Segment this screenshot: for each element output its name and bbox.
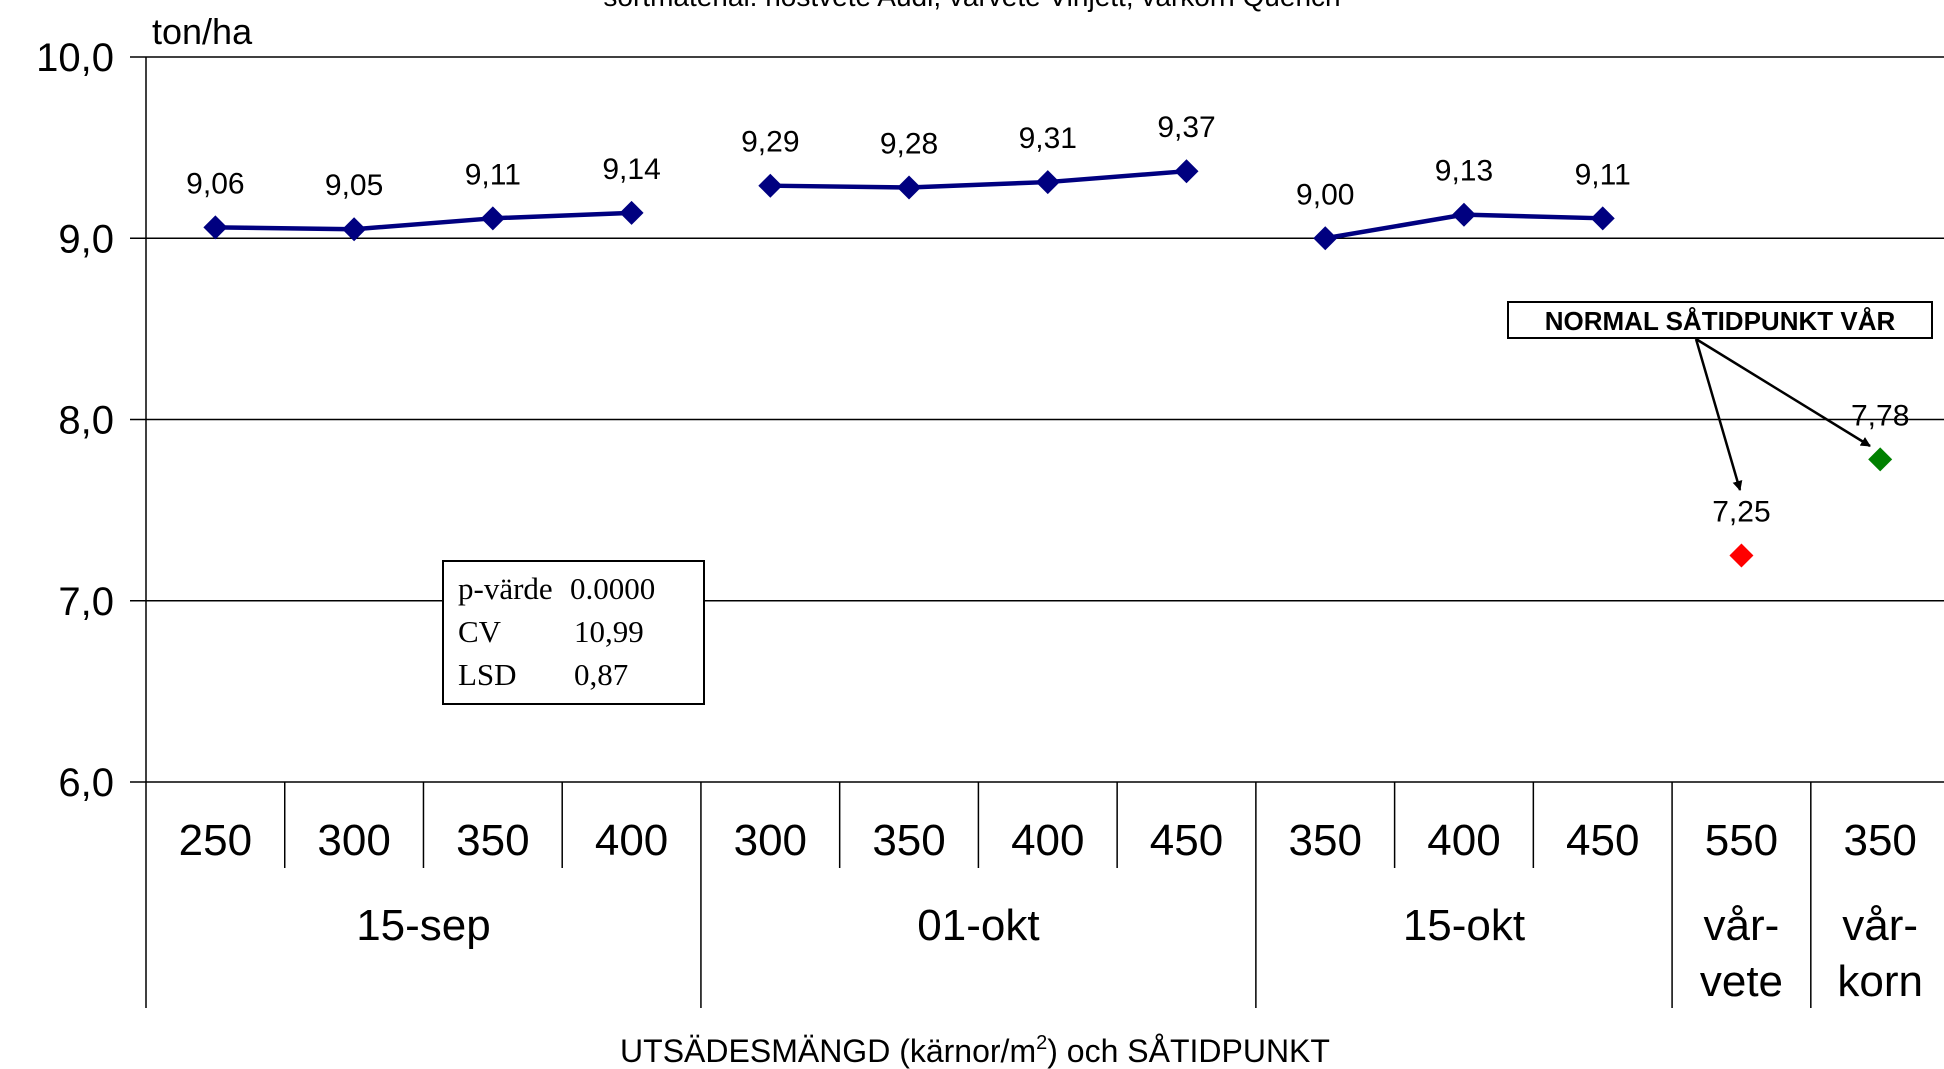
data-point	[619, 200, 644, 225]
x-tick-label: 400	[1011, 816, 1084, 865]
x-group-label: vete	[1700, 957, 1783, 1006]
data-point	[1174, 159, 1199, 184]
data-point	[203, 215, 228, 240]
data-label: 9,31	[1019, 122, 1077, 155]
x-tick-label: 350	[1289, 816, 1362, 865]
annotation-text: NORMAL SÅTIDPUNKT VÅR	[1545, 306, 1896, 336]
x-tick-label: 400	[1427, 816, 1500, 865]
x-tick-label: 450	[1150, 816, 1223, 865]
x-tick-label: 300	[317, 816, 390, 865]
x-tick-label: 350	[456, 816, 529, 865]
x-axis-label: UTSÄDESMÄNGD (kärnor/m2) och SÅTIDPUNKT	[620, 1032, 1330, 1069]
x-group-label: korn	[1837, 957, 1923, 1006]
annotation: NORMAL SÅTIDPUNKT VÅR	[1507, 301, 1933, 491]
stats-value: 0.0000	[570, 571, 655, 606]
data-label: 9,37	[1157, 111, 1215, 144]
data-label: 7,78	[1851, 399, 1909, 432]
stats-label: LSD	[458, 657, 517, 692]
y-axis-label: ton/ha	[152, 11, 253, 52]
data-label: 9,11	[1575, 158, 1631, 191]
y-tick-label: 10,0	[36, 36, 114, 80]
x-group-label: vår-	[1704, 901, 1780, 950]
series-line	[215, 210, 632, 232]
gridlines	[130, 56, 1944, 783]
data-label: 7,25	[1712, 495, 1770, 528]
x-axis: 250 300 350 400 300 350 400 450 350 400 450 550 350 1…	[145, 57, 1923, 1008]
y-tick-label: 6,0	[58, 761, 114, 805]
data-point	[1868, 447, 1893, 472]
stats-label: CV	[458, 614, 502, 649]
data-point	[897, 175, 922, 200]
data-label: 9,29	[741, 126, 799, 159]
x-group-label: 15-okt	[1403, 901, 1525, 950]
data-point	[342, 217, 367, 242]
data-point	[1451, 202, 1476, 227]
x-group-label: 01-okt	[917, 901, 1039, 950]
data-point	[1035, 170, 1060, 195]
data-label: 9,05	[325, 169, 383, 202]
x-tick-label: 350	[1843, 816, 1916, 865]
annotation-box	[1507, 301, 1933, 339]
x-axis-label-tail: ) och SÅTIDPUNKT	[1047, 1033, 1330, 1069]
data-label: 9,13	[1435, 155, 1493, 188]
x-tick-label: 350	[872, 816, 945, 865]
data-label: 9,06	[186, 167, 244, 200]
x-axis-label-main: UTSÄDESMÄNGD (kärnor/m	[620, 1033, 1036, 1069]
y-tick-label: 9,0	[58, 217, 114, 261]
stats-box: p-värde 0.0000 CV 10,99 LSD 0,87	[442, 560, 705, 705]
x-tick-label: 250	[179, 816, 252, 865]
data-point	[1590, 206, 1615, 231]
x-group-label: vår-	[1842, 901, 1918, 950]
y-tick-label: 7,0	[58, 580, 114, 624]
x-tick-label: 400	[595, 816, 668, 865]
data-series: 9,06 9,05 9,11 9,14 9,29 9,28 9,31 9,37 9,00 9,13…	[186, 111, 1909, 568]
data-point	[480, 206, 505, 231]
annotation-arrow	[1695, 337, 1871, 448]
x-tick-label: 450	[1566, 816, 1639, 865]
data-point	[1729, 543, 1754, 568]
stats-label: p-värde	[458, 571, 553, 606]
y-tick-label: 8,0	[58, 399, 114, 443]
chart-title: sortmaterial: höstvete Audi, vårvete Vin…	[603, 0, 1340, 12]
x-axis-label-sup: 2	[1036, 1032, 1047, 1054]
data-label: 9,00	[1296, 178, 1354, 211]
data-point	[758, 173, 783, 198]
data-label: 9,11	[465, 158, 521, 191]
y-tick-labels: 10,0 9,0 8,0 7,0 6,0	[36, 36, 114, 805]
data-label: 9,14	[602, 153, 660, 186]
data-label: 9,28	[880, 128, 938, 161]
annotation-arrow	[1694, 338, 1743, 491]
x-tick-label: 300	[734, 816, 807, 865]
stats-value: 10,99	[574, 614, 644, 649]
x-tick-label: 550	[1705, 816, 1778, 865]
x-group-label: 15-sep	[356, 901, 491, 950]
data-point	[1313, 226, 1338, 251]
stats-box-frame	[442, 560, 705, 705]
series-line	[770, 168, 1187, 190]
stats-value: 0,87	[574, 657, 628, 692]
